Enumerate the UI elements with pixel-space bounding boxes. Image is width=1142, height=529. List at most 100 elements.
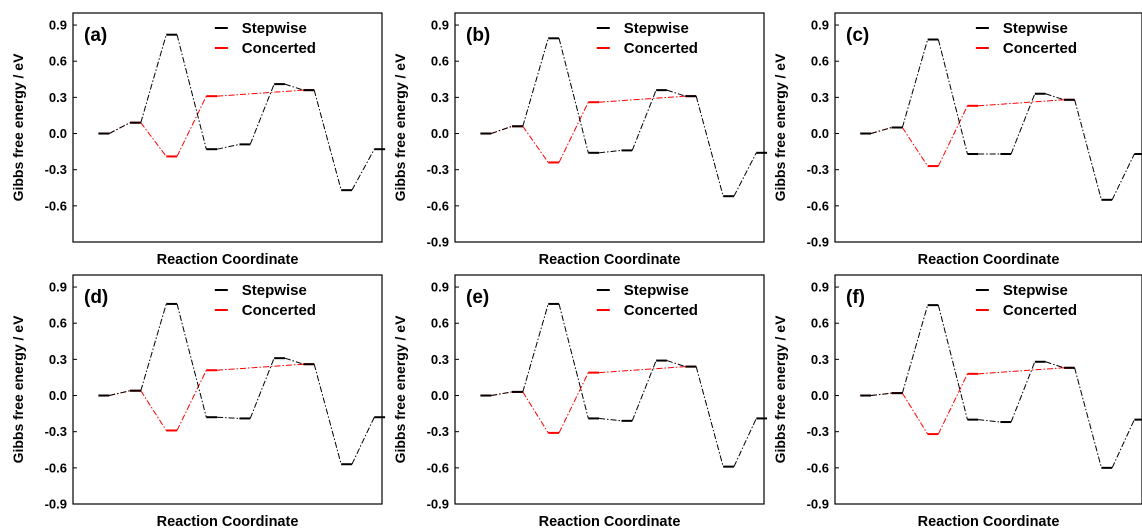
- connector-line: [901, 392, 929, 435]
- x-axis-label: Reaction Coordinate: [539, 252, 681, 268]
- legend-label-concerted: Concerted: [1003, 302, 1077, 319]
- y-tick-label: 0.0: [49, 126, 67, 141]
- y-tick-label: 0.9: [811, 18, 829, 33]
- y-tick-label: 0.6: [431, 54, 449, 69]
- y-tick-label: -0.6: [807, 198, 829, 213]
- y-tick-label: -0.6: [45, 460, 67, 475]
- y-tick-label: 0.0: [431, 126, 449, 141]
- x-axis-label: Reaction Coordinate: [539, 514, 681, 529]
- y-tick-label: -0.3: [427, 424, 449, 439]
- y-tick-label: 0.6: [811, 316, 829, 331]
- y-tick-label: -0.3: [807, 162, 829, 177]
- y-tick-label: 0.9: [431, 280, 449, 295]
- series-concerted: [860, 366, 1075, 436]
- y-tick-label: -0.6: [427, 460, 449, 475]
- y-tick-label: -0.6: [427, 198, 449, 213]
- connector-line: [901, 39, 929, 128]
- y-tick-label: 0.3: [431, 352, 449, 367]
- connector-line: [870, 392, 892, 397]
- panel-label: (b): [466, 25, 490, 46]
- connector-line: [176, 34, 207, 150]
- legend-label-stepwise: Stepwise: [624, 282, 689, 299]
- connector-line: [217, 416, 240, 419]
- series-concerted: [98, 363, 315, 432]
- connector-line: [1045, 93, 1065, 101]
- connector-line: [491, 391, 513, 397]
- connector-line: [1111, 153, 1135, 201]
- connector-line: [522, 303, 549, 393]
- y-tick-label: 0.3: [431, 90, 449, 105]
- connector-line: [491, 125, 513, 134]
- x-axis-label: Reaction Coordinate: [157, 252, 299, 268]
- connector-line: [1010, 361, 1036, 423]
- connector-line: [558, 101, 589, 163]
- connector-line: [217, 89, 304, 97]
- panel-b: 0.9 0.6 0.3 0.0 -0.3 -0.6 -0.9 Gibbs free energ…: [392, 12, 768, 268]
- connector-line: [1010, 93, 1036, 155]
- connector-line: [249, 83, 275, 145]
- legend-label-stepwise: Stepwise: [1003, 282, 1068, 299]
- series-concerted: [860, 98, 1075, 168]
- y-tick-label: 0.3: [811, 352, 829, 367]
- connector-line: [901, 304, 929, 394]
- connector-line: [313, 90, 342, 191]
- connector-line: [108, 122, 131, 134]
- y-tick-label: 0.6: [49, 54, 67, 69]
- panel-label: (e): [466, 287, 489, 308]
- connector-line: [522, 38, 549, 127]
- connector-line: [937, 373, 968, 435]
- panel-f: 0.9 0.6 0.3 0.0 -0.3 -0.6 -0.9 Gibbs free energ…: [772, 274, 1142, 529]
- legend-label-stepwise: Stepwise: [624, 20, 689, 37]
- panel-d: 0.9 0.6 0.3 0.0 -0.3 -0.6 -0.9 Gibbs free energ…: [10, 274, 386, 529]
- y-tick-label: -0.9: [45, 497, 67, 512]
- series-stepwise: [860, 38, 1142, 201]
- connector-line: [666, 360, 686, 368]
- connector-line: [140, 34, 167, 123]
- legend-label-concerted: Concerted: [624, 40, 698, 57]
- connector-line: [558, 303, 589, 419]
- panel-label: (a): [84, 25, 107, 46]
- y-tick-label: 0.9: [811, 280, 829, 295]
- connector-line: [937, 305, 968, 420]
- connector-line: [1074, 99, 1102, 200]
- y-axis-label: Gibbs free energy / eV: [392, 315, 408, 463]
- y-tick-label: -0.9: [427, 235, 449, 250]
- plot-frame: [72, 12, 383, 243]
- y-tick-label: -0.9: [807, 497, 829, 512]
- plot-frame: [454, 12, 765, 243]
- y-tick-label: -0.3: [45, 162, 67, 177]
- connector-line: [599, 417, 622, 422]
- connector-line: [978, 99, 1064, 107]
- y-axis-label: Gibbs free energy / eV: [772, 315, 788, 463]
- series-concerted: [480, 365, 697, 434]
- connector-line: [217, 363, 304, 371]
- y-tick-label: -0.6: [807, 460, 829, 475]
- connector-line: [176, 95, 207, 157]
- connector-line: [1111, 419, 1135, 469]
- plot-frame: [454, 274, 765, 505]
- connector-line: [522, 126, 549, 163]
- connector-line: [901, 127, 929, 167]
- panel-c: 0.9 0.6 0.3 0.0 -0.3 -0.6 -0.9 Gibbs free energ…: [772, 12, 1142, 268]
- y-tick-label: 0.0: [811, 126, 829, 141]
- x-axis-label: Reaction Coordinate: [157, 514, 299, 529]
- y-tick-label: 0.3: [49, 90, 67, 105]
- panel-label: (f): [846, 287, 865, 308]
- y-tick-label: 0.6: [49, 316, 67, 331]
- connector-line: [978, 419, 1001, 423]
- connector-line: [351, 148, 375, 191]
- y-tick-label: 0.3: [49, 352, 67, 367]
- connector-line: [599, 366, 686, 374]
- series-stepwise: [480, 37, 768, 198]
- y-tick-label: 0.0: [49, 388, 67, 403]
- y-tick-label: 0.3: [811, 90, 829, 105]
- panel-label: (c): [846, 25, 869, 46]
- connector-line: [695, 366, 724, 467]
- connector-line: [937, 39, 968, 155]
- connector-line: [599, 95, 686, 103]
- connector-line: [870, 127, 892, 135]
- connector-line: [666, 89, 686, 97]
- connector-line: [558, 372, 589, 434]
- y-axis-label: Gibbs free energy / eV: [10, 315, 26, 463]
